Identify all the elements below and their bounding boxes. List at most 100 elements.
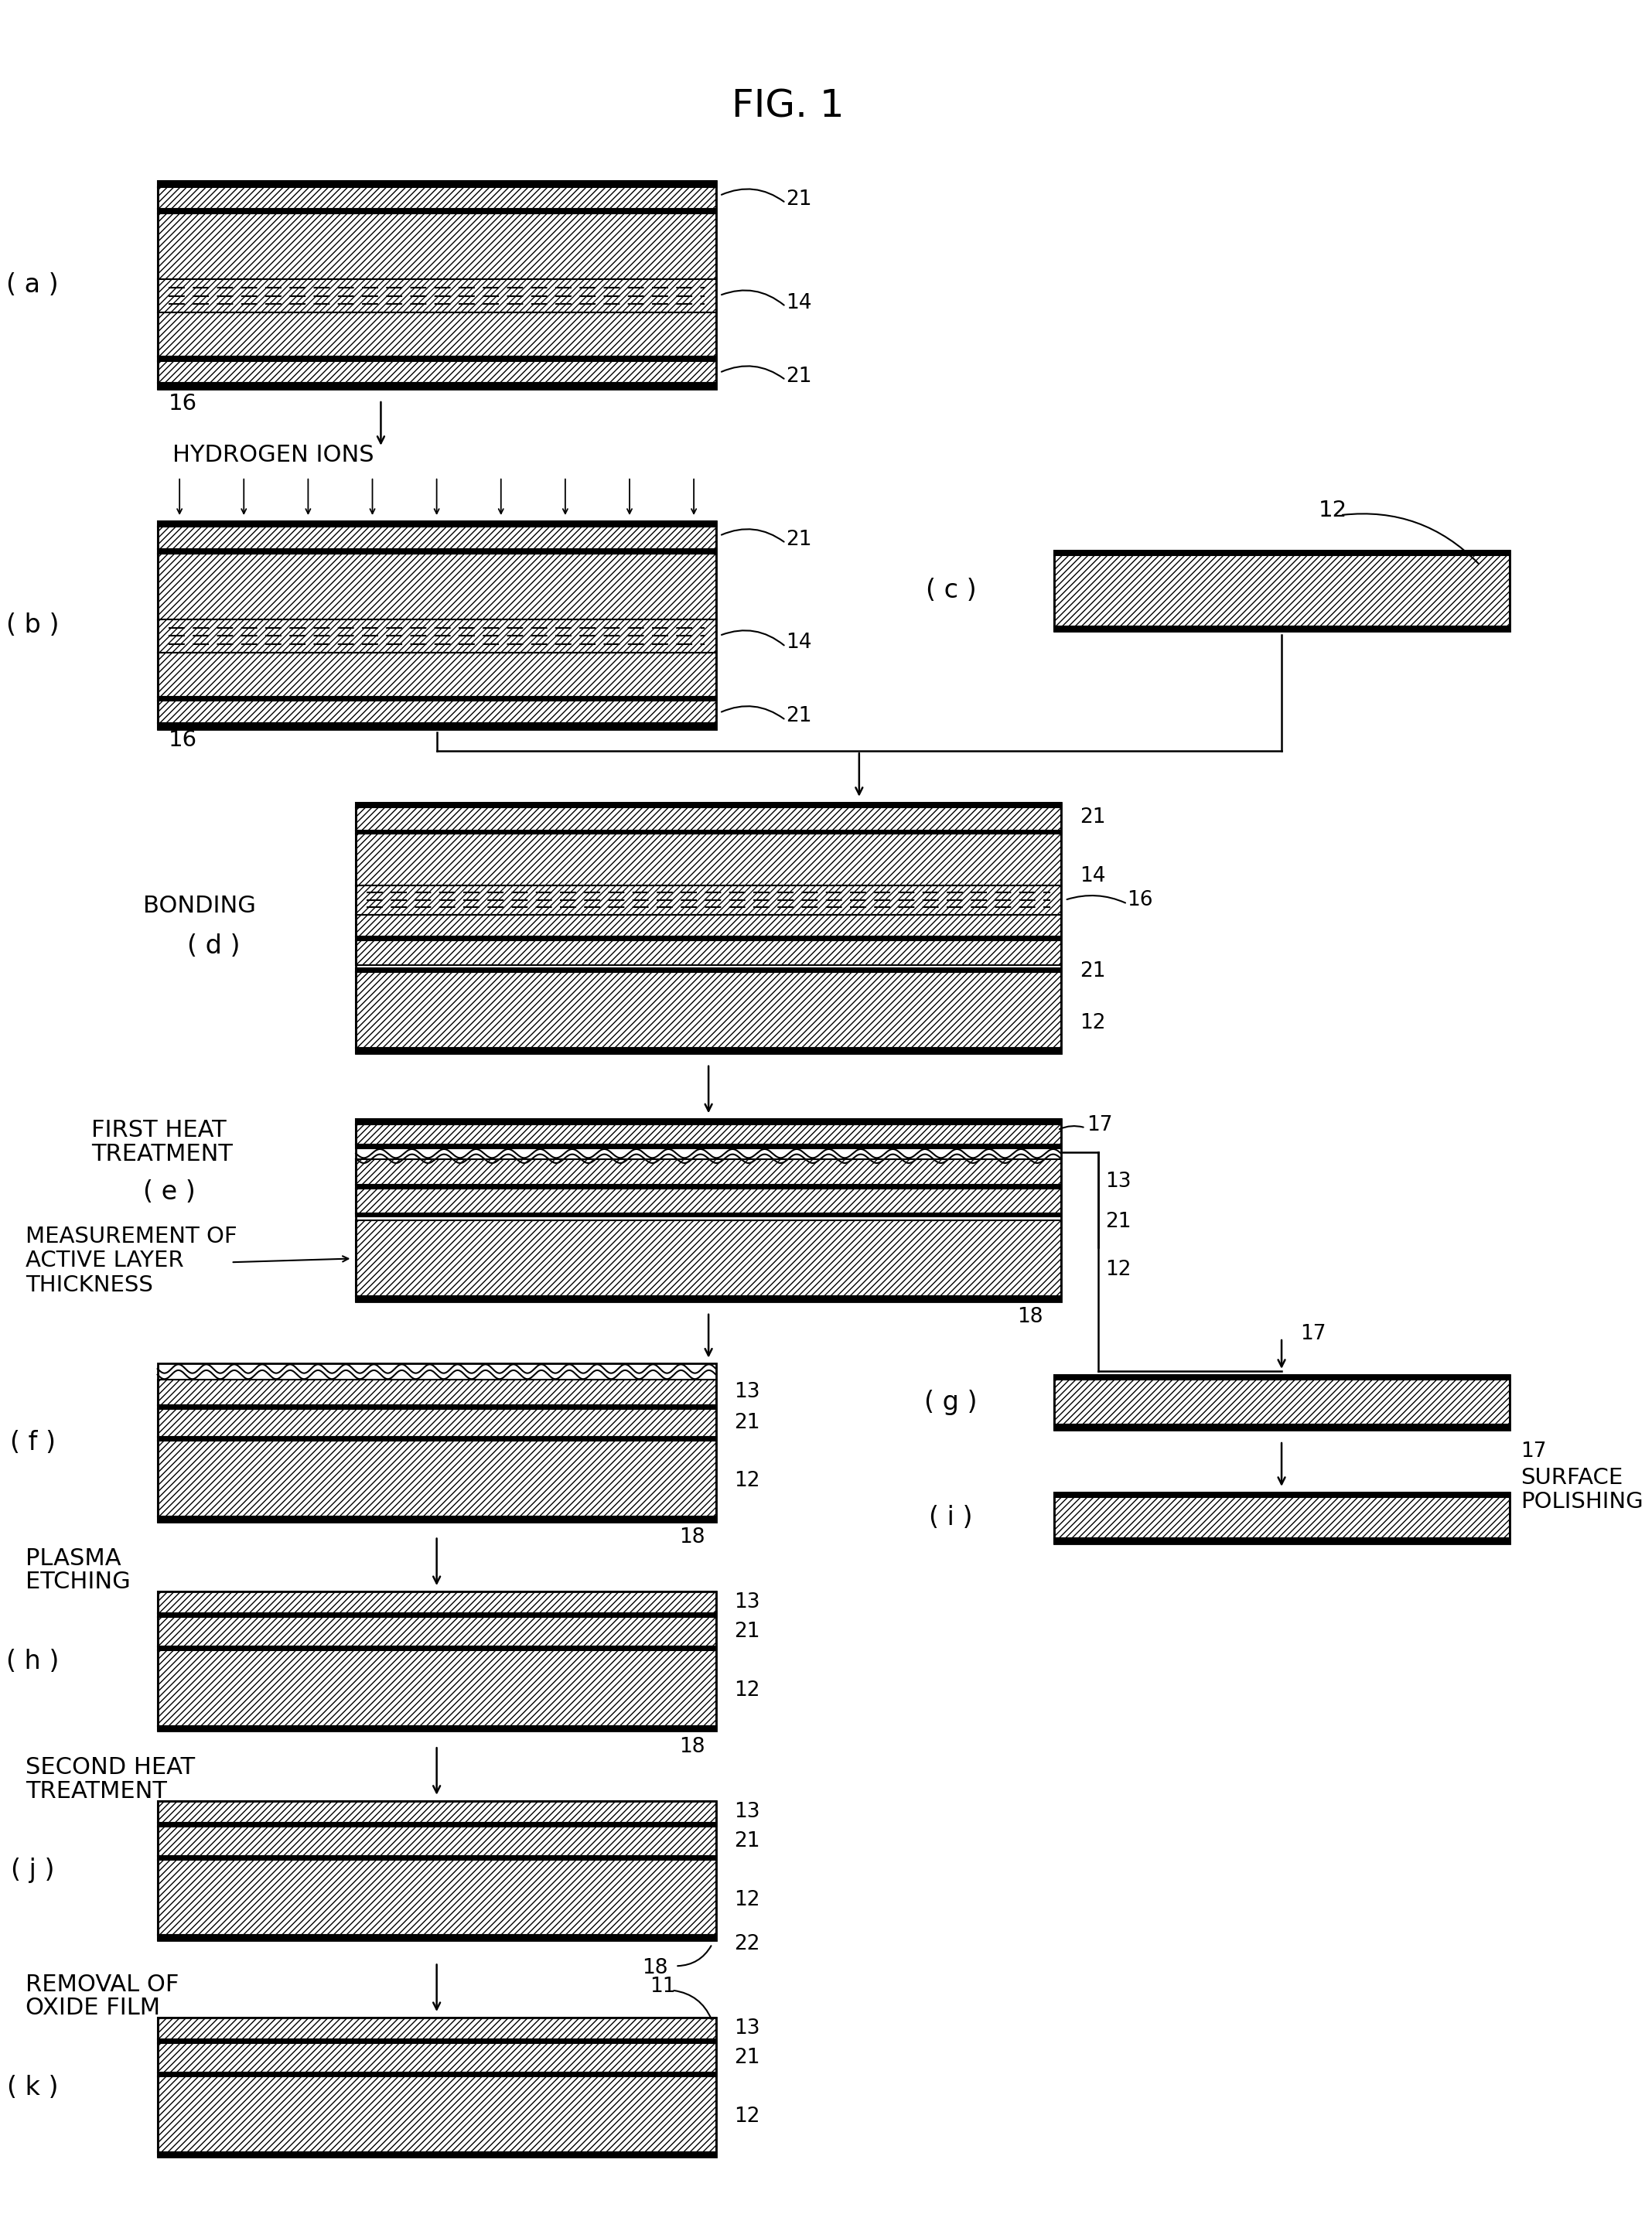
Bar — [157, 548, 715, 553]
Text: ( c ): ( c ) — [925, 577, 976, 604]
Bar — [157, 1441, 715, 1517]
Bar — [157, 186, 715, 208]
Text: 21: 21 — [1105, 1211, 1132, 1231]
Text: ( d ): ( d ) — [187, 933, 240, 958]
Bar — [157, 2043, 715, 2072]
Bar — [355, 1213, 1061, 1217]
Bar — [355, 1144, 1061, 1148]
Text: 17: 17 — [1300, 1325, 1327, 1345]
Bar — [1054, 1497, 1510, 1538]
Text: 14: 14 — [786, 293, 811, 313]
Text: 14: 14 — [1079, 866, 1105, 886]
Text: OXIDE FILM: OXIDE FILM — [25, 1996, 160, 2019]
Bar — [355, 1119, 1061, 1123]
Bar — [157, 1381, 715, 1405]
Text: 21: 21 — [786, 190, 811, 210]
Text: ( h ): ( h ) — [7, 1649, 59, 1674]
Text: PLASMA: PLASMA — [25, 1546, 121, 1569]
Text: 21: 21 — [733, 2048, 760, 2068]
Bar — [157, 1647, 715, 1649]
Bar — [1054, 1374, 1510, 1381]
Text: 13: 13 — [733, 1383, 760, 1403]
Bar — [157, 181, 715, 389]
Bar — [1054, 551, 1510, 631]
Bar — [355, 969, 1061, 971]
Bar — [355, 803, 1061, 1052]
Text: 12: 12 — [733, 2106, 760, 2126]
Bar — [1054, 1538, 1510, 1544]
Bar — [157, 383, 715, 389]
Bar — [157, 1410, 715, 1437]
Bar — [157, 700, 715, 723]
Text: 13: 13 — [733, 1802, 760, 1822]
Bar — [355, 915, 1061, 938]
Bar — [157, 1517, 715, 1522]
Bar — [1054, 1381, 1510, 1426]
Text: REMOVAL OF: REMOVAL OF — [25, 1974, 178, 1996]
Text: ( a ): ( a ) — [7, 273, 59, 298]
Bar — [157, 280, 715, 313]
Bar — [157, 696, 715, 700]
Bar — [157, 2039, 715, 2043]
Text: 12: 12 — [1079, 1014, 1105, 1032]
Bar — [157, 313, 715, 356]
Bar — [157, 208, 715, 213]
Bar — [157, 1363, 715, 1522]
Text: ( g ): ( g ) — [925, 1390, 978, 1414]
Text: ( b ): ( b ) — [7, 613, 59, 638]
Text: 14: 14 — [786, 633, 811, 653]
Text: 16: 16 — [169, 730, 197, 750]
Bar — [1054, 1493, 1510, 1544]
Text: 13: 13 — [733, 2019, 760, 2039]
Text: ETCHING: ETCHING — [25, 1571, 131, 1593]
Bar — [157, 653, 715, 696]
Bar — [157, 1649, 715, 1725]
Bar — [1054, 1493, 1510, 1497]
Bar — [157, 1437, 715, 1441]
Text: SURFACE: SURFACE — [1520, 1466, 1622, 1488]
Bar — [157, 2072, 715, 2077]
Text: 21: 21 — [733, 1412, 760, 1432]
Bar — [157, 360, 715, 383]
Text: 18: 18 — [679, 1737, 705, 1757]
Bar — [355, 1123, 1061, 1144]
Text: 12: 12 — [1105, 1260, 1132, 1280]
Bar — [157, 1802, 715, 1822]
Text: 17: 17 — [1087, 1115, 1113, 1135]
Text: ( i ): ( i ) — [928, 1506, 973, 1531]
Text: 12: 12 — [733, 1681, 760, 1701]
Bar — [157, 2016, 715, 2039]
Bar — [355, 830, 1061, 835]
Text: 12: 12 — [733, 1889, 760, 1909]
Bar — [157, 1618, 715, 1647]
Text: 12: 12 — [1318, 499, 1346, 521]
Text: 12: 12 — [733, 1470, 760, 1491]
Text: 21: 21 — [733, 1623, 760, 1643]
Text: 16: 16 — [169, 392, 197, 414]
Bar — [1054, 1426, 1510, 1430]
Text: ( j ): ( j ) — [12, 1858, 55, 1882]
Bar — [355, 938, 1061, 940]
Bar — [157, 553, 715, 620]
Bar — [355, 1186, 1061, 1188]
Bar — [157, 526, 715, 548]
Bar — [355, 1296, 1061, 1300]
Text: 21: 21 — [733, 1831, 760, 1851]
Text: 16: 16 — [1127, 891, 1153, 911]
Bar — [1054, 627, 1510, 631]
Text: SECOND HEAT: SECOND HEAT — [25, 1757, 195, 1779]
Bar — [157, 1725, 715, 1730]
Bar — [1054, 1374, 1510, 1430]
Bar — [157, 620, 715, 653]
Bar — [157, 1822, 715, 1826]
Text: 13: 13 — [733, 1591, 760, 1611]
Text: 21: 21 — [786, 707, 811, 727]
Bar — [355, 971, 1061, 1047]
Bar — [1054, 555, 1510, 627]
Text: 18: 18 — [643, 1958, 669, 1978]
Text: 21: 21 — [786, 367, 811, 387]
Text: ( f ): ( f ) — [10, 1430, 56, 1455]
Text: ( k ): ( k ) — [7, 2075, 58, 2099]
Bar — [355, 835, 1061, 886]
Bar — [157, 181, 715, 186]
